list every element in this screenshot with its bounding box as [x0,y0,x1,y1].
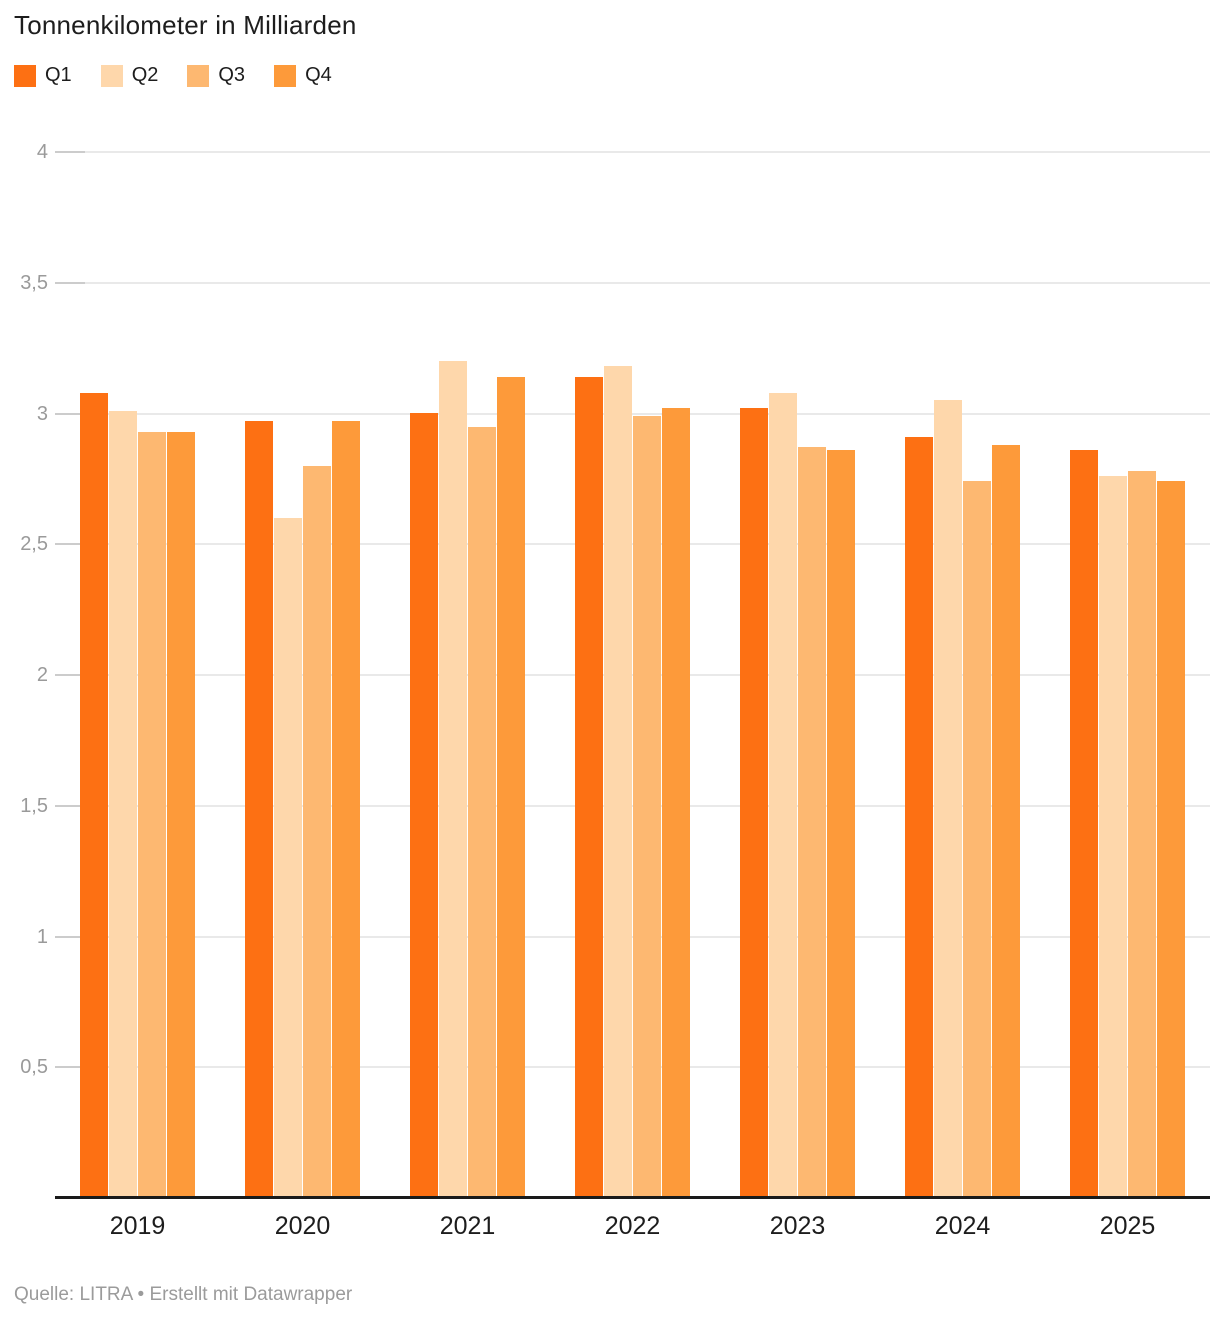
bar-2022-q4 [662,408,690,1198]
bar-2019-q2 [109,411,137,1198]
y-axis-tick [55,936,85,938]
x-axis-label-2023: 2023 [769,1212,826,1240]
y-axis-tick [55,151,85,153]
y-axis-tick [55,674,85,676]
bar-2019-q1 [80,393,108,1198]
y-axis-tick [55,1066,85,1068]
y-axis-label: 0,5 [20,1056,48,1078]
legend-swatch-icon [187,64,210,87]
x-axis-label-2020: 2020 [274,1212,331,1240]
source-note: Quelle: LITRA • Erstellt mit Datawrapper [14,1284,353,1305]
gridline [55,1066,1210,1068]
bar-2019-q4 [167,432,195,1198]
legend-swatch-icon [100,64,123,87]
bar-2024-q1 [905,437,933,1198]
gridline [55,674,1210,676]
legend-item-q4: Q4 [274,64,332,87]
y-axis-tick [55,413,85,415]
legend-swatch-icon [274,64,297,87]
bar-2024-q4 [992,445,1020,1198]
bar-2020-q4 [332,421,360,1198]
gridline [55,282,1210,284]
bar-2021-q1 [410,413,438,1198]
bar-2021-q3 [468,427,496,1198]
y-axis-tick [55,805,85,807]
bar-2023-q3 [798,447,826,1198]
bar-2021-q4 [497,377,525,1198]
legend-item-label: Q1 [45,64,72,86]
bar-2023-q1 [740,408,768,1198]
bar-2020-q3 [303,466,331,1198]
legend-item-label: Q3 [218,64,246,86]
y-axis-label: 4 [36,141,48,163]
bar-2022-q3 [633,416,661,1198]
x-axis-label-2024: 2024 [934,1212,991,1240]
bar-2022-q1 [575,377,603,1198]
x-axis-line [55,1196,1210,1199]
legend-swatch-icon [14,64,36,87]
bar-2023-q4 [827,450,855,1198]
legend-item-q3: Q3 [187,64,245,87]
legend: Q1 Q2 Q3 Q4 [14,64,332,87]
bar-2024-q3 [963,481,991,1198]
y-axis-label: 3,5 [20,272,48,294]
x-axis-label-2019: 2019 [109,1212,166,1240]
bar-2025-q4 [1157,481,1185,1198]
bar-2025-q2 [1099,476,1127,1198]
bar-2024-q2 [934,400,962,1198]
bar-2021-q2 [439,361,467,1198]
bar-2025-q3 [1128,471,1156,1198]
legend-item-label: Q2 [131,64,159,86]
gridline [55,936,1210,938]
page-title: Tonnenkilometer in Milliarden [14,10,357,40]
y-axis-tick [55,543,85,545]
bar-2019-q3 [138,432,166,1198]
bar-2022-q2 [604,366,632,1198]
legend-item-q1: Q1 [14,64,72,87]
bar-2020-q1 [245,421,273,1198]
gridline [55,151,1210,153]
bar-2023-q2 [769,393,797,1198]
gridline [55,413,1210,415]
x-axis-label-2021: 2021 [439,1212,496,1240]
y-axis-label: 3 [36,403,48,425]
y-axis-label: 2 [36,664,48,686]
legend-item-label: Q4 [305,64,332,86]
bar-2020-q2 [274,518,302,1198]
y-axis-tick [55,282,85,284]
bar-2025-q1 [1070,450,1098,1198]
y-axis-label: 1,5 [20,795,48,817]
y-axis-label: 1 [36,926,48,948]
x-axis-label-2022: 2022 [604,1212,661,1240]
legend-item-q2: Q2 [100,64,159,87]
gridline [55,543,1210,545]
gridline [55,805,1210,807]
y-axis-label: 2,5 [20,533,48,555]
x-axis-label-2025: 2025 [1099,1212,1156,1240]
